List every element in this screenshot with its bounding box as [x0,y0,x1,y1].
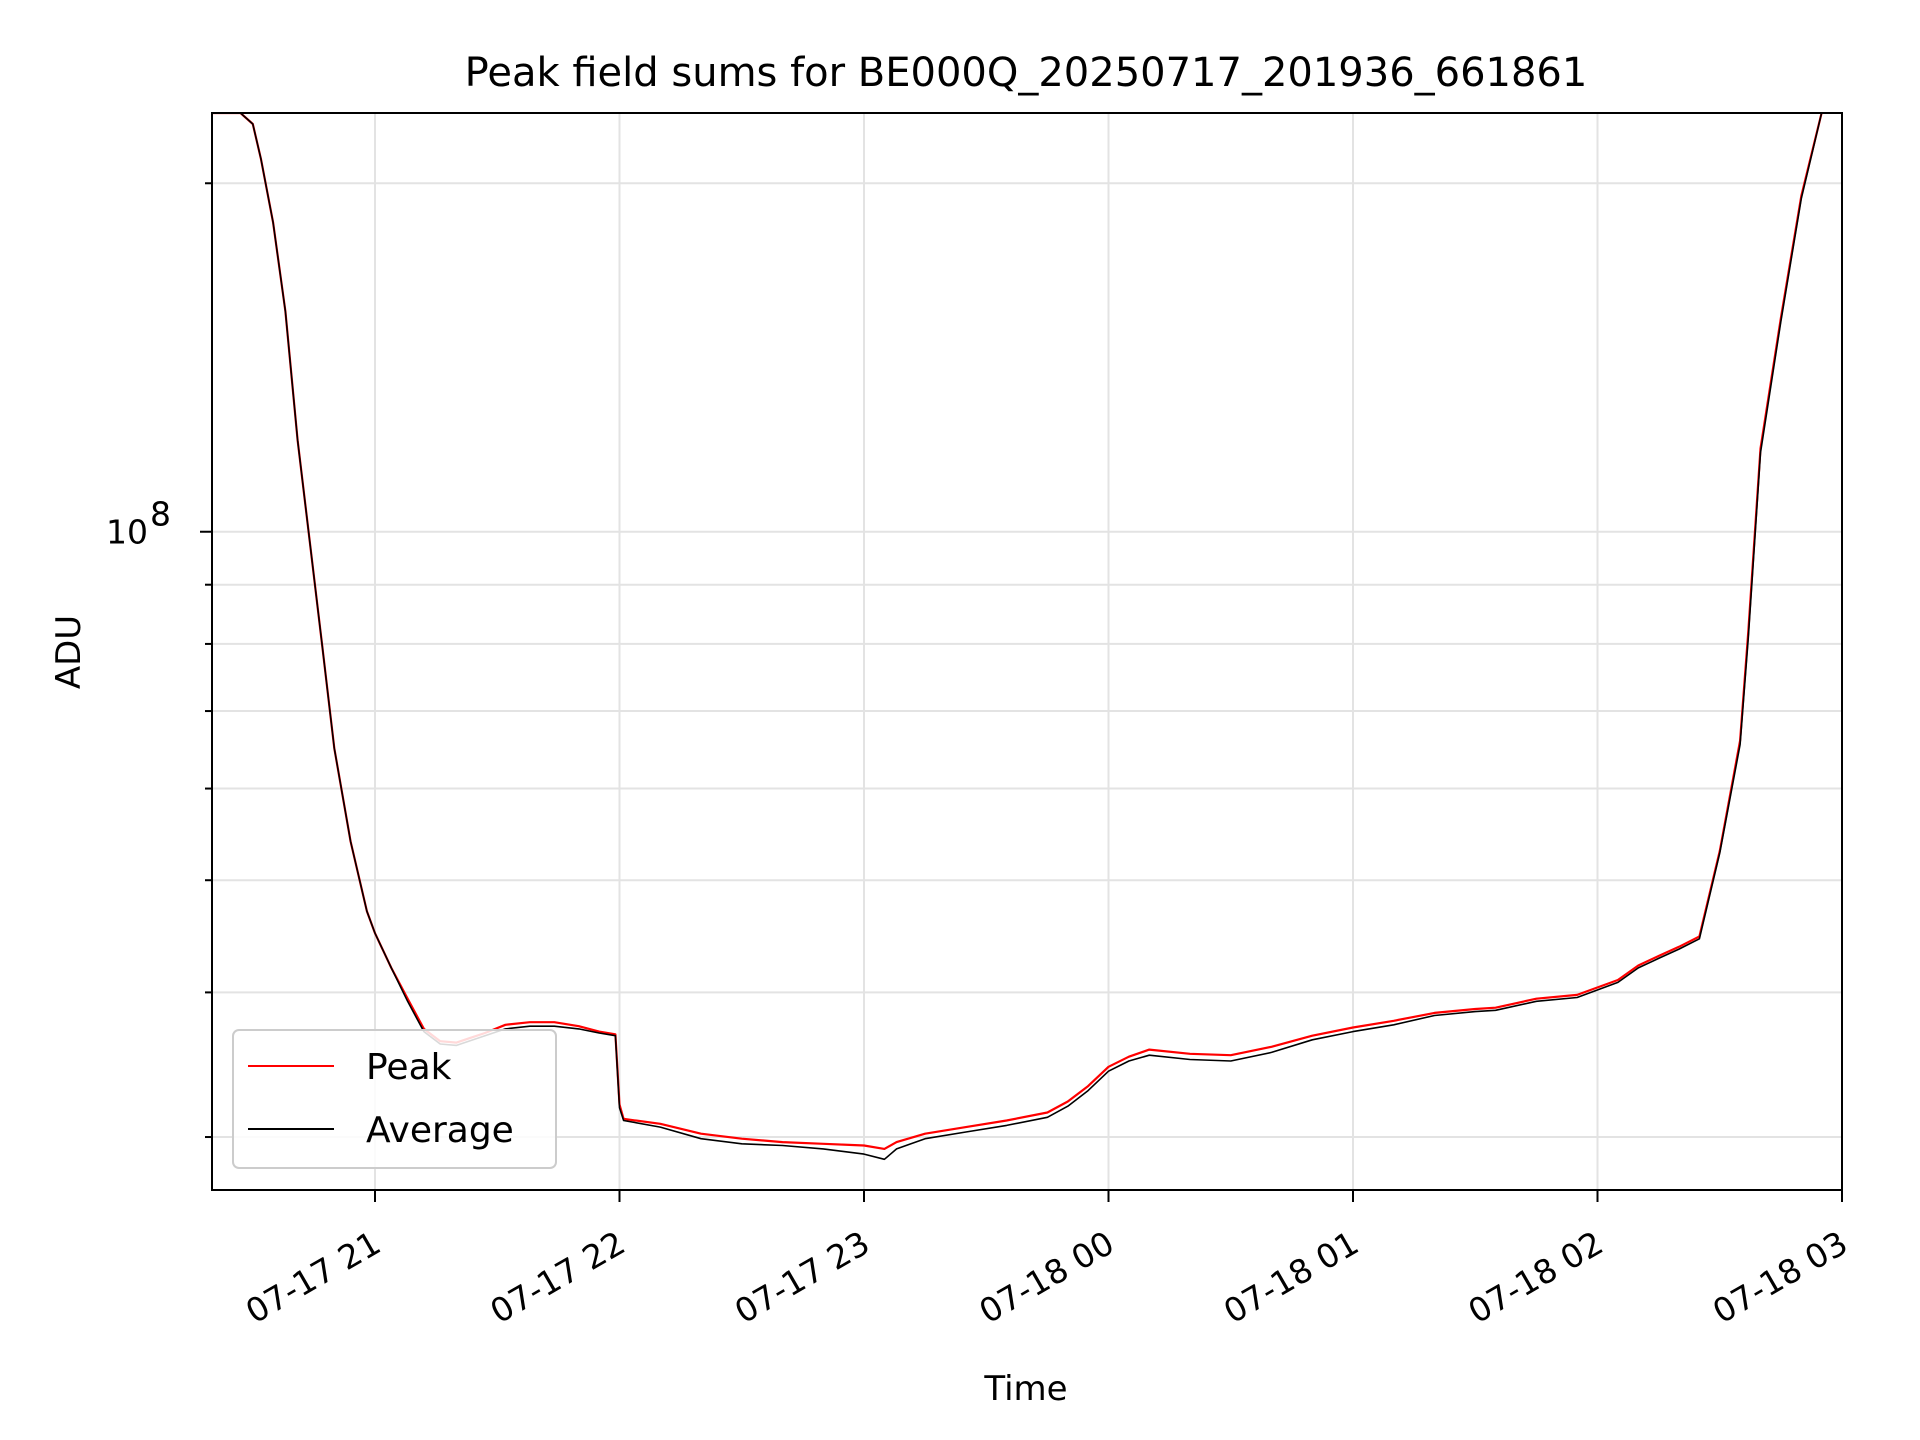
grid [212,113,1843,1190]
x-axis-label: Time [983,1369,1067,1409]
series-line-average [212,113,1823,1161]
plot-area [212,113,1823,1161]
legend-label-peak: Peak [366,1047,452,1088]
plot-frame [211,112,1843,1191]
legend-box [232,1029,557,1169]
y-tick-label-base: 10 [106,513,148,552]
y-axis: 10 8 [106,182,212,1139]
y-axis-label: ADU [49,615,89,689]
legend: Peak Average [232,1029,557,1169]
chart-title: Peak field sums for BE000Q_20250717_2019… [465,50,1588,96]
legend-label-average: Average [366,1110,514,1151]
y-tick-label-exponent: 8 [150,495,171,534]
